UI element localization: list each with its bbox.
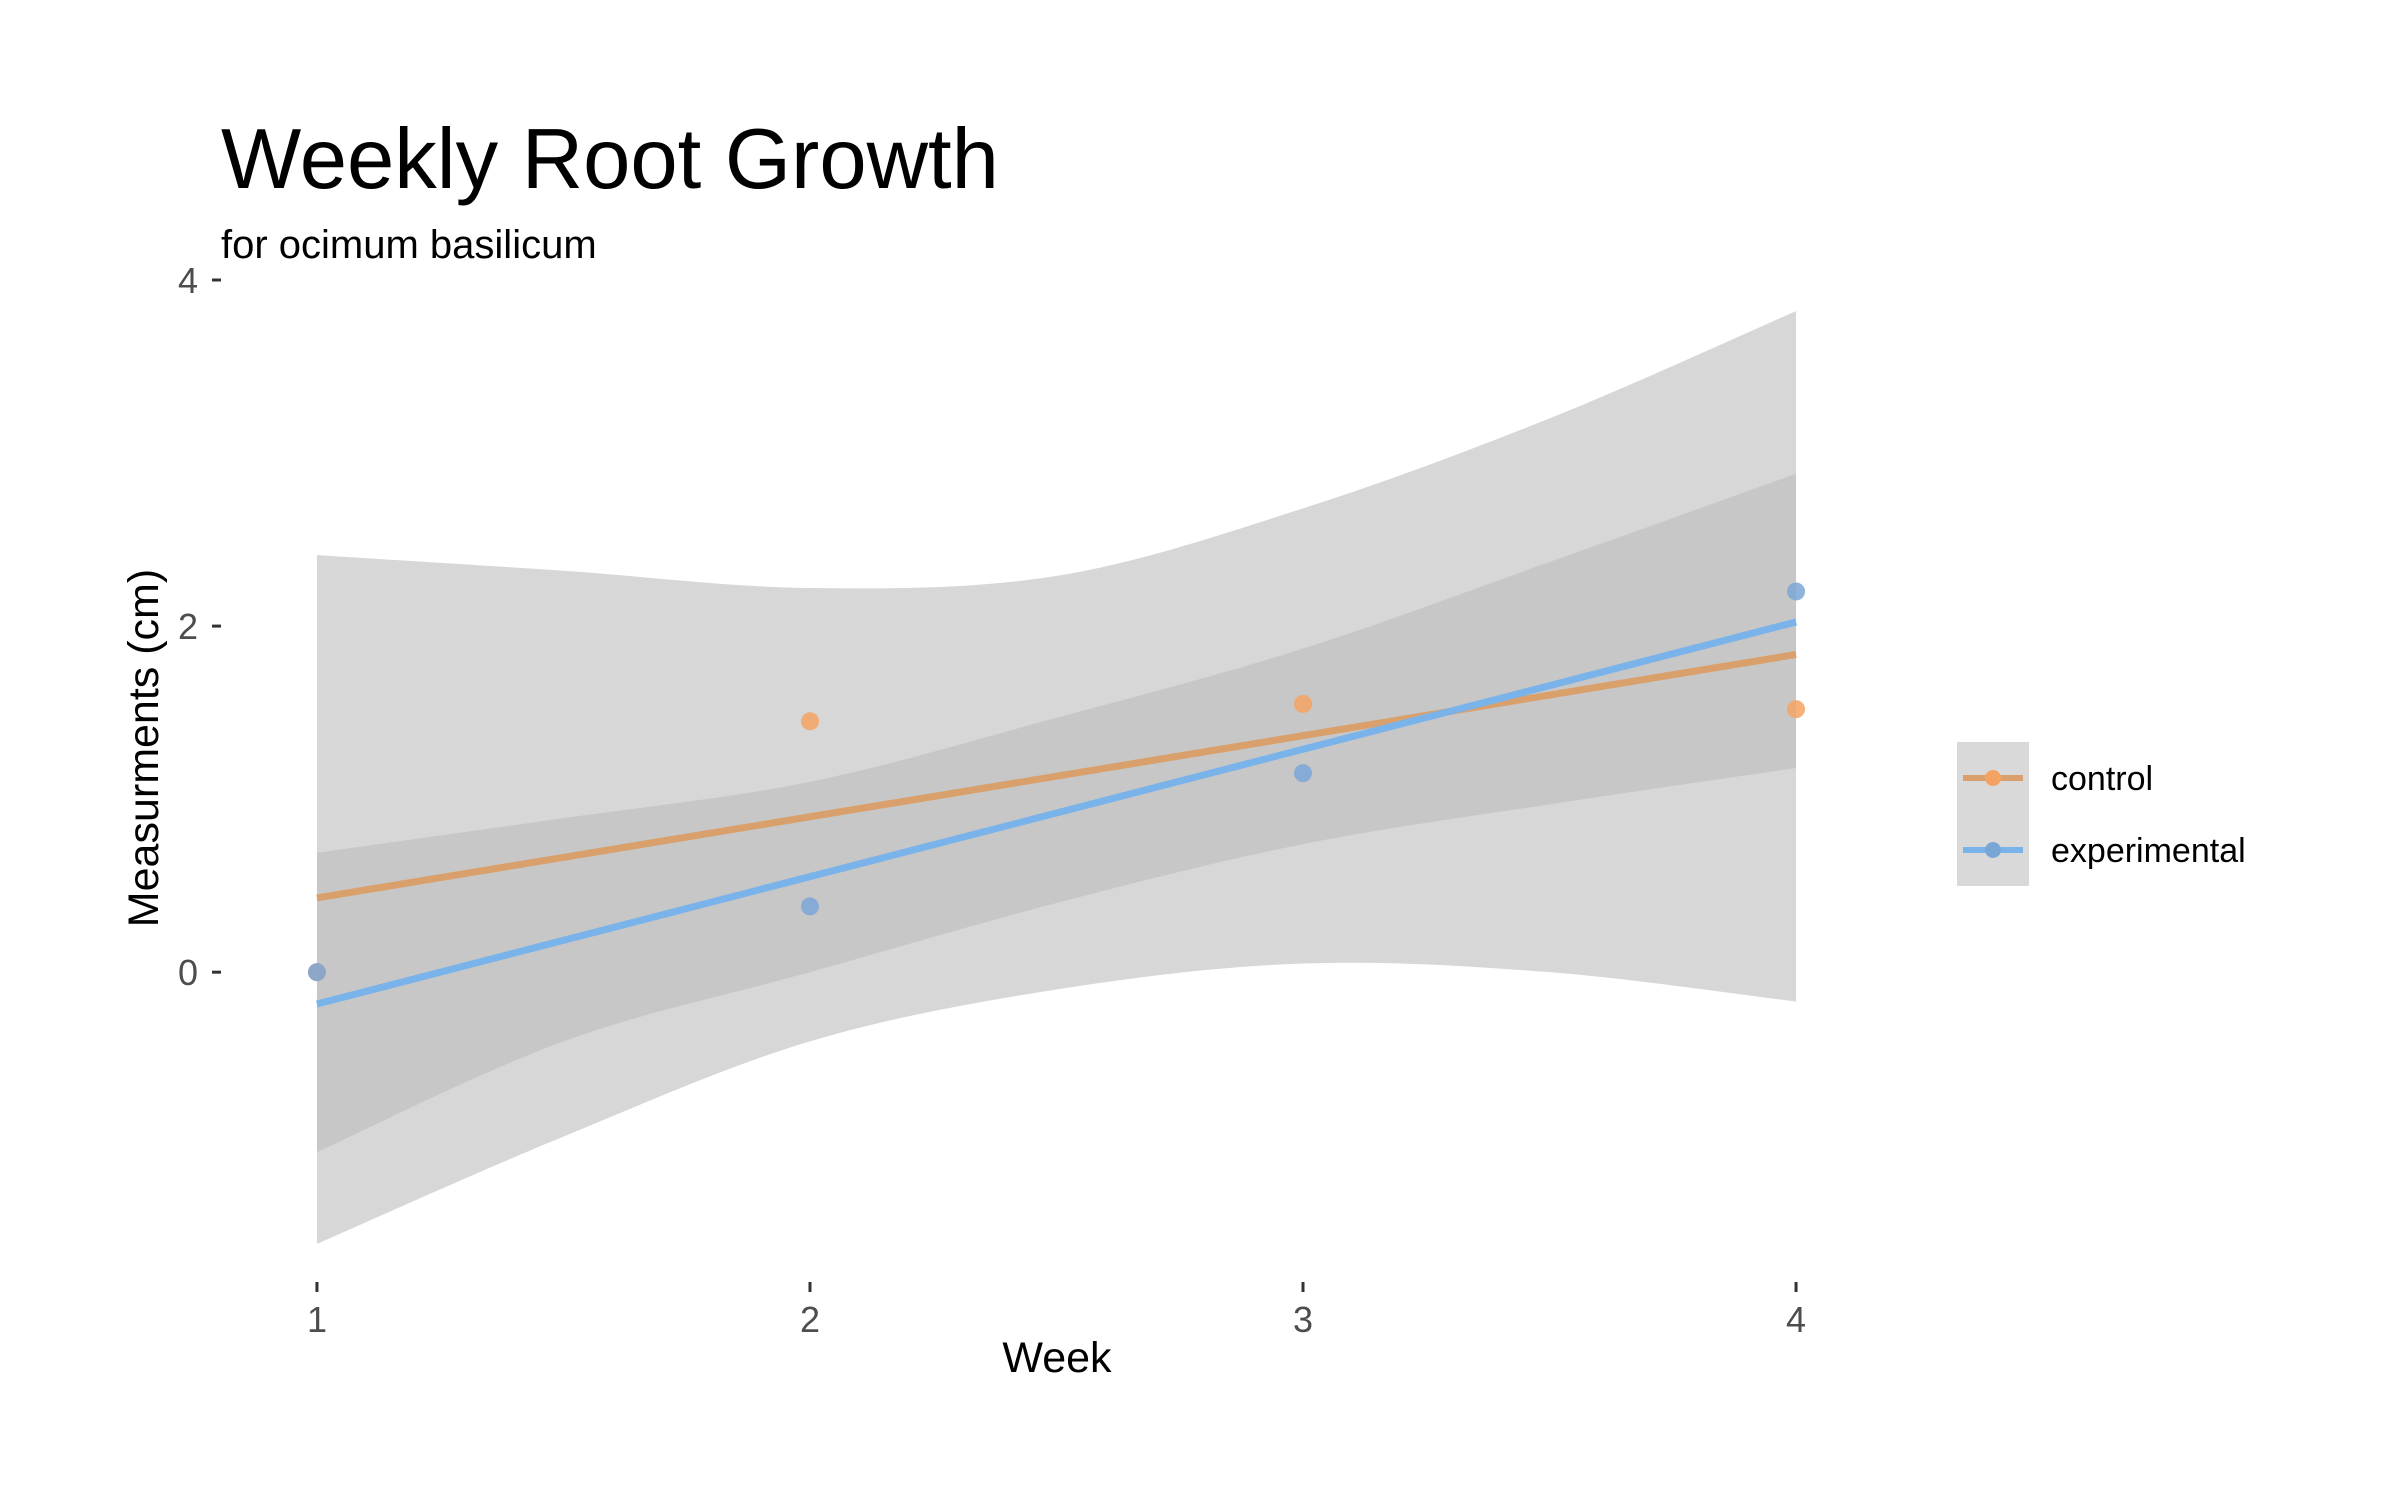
- y-tick-label-0: 0: [178, 952, 198, 993]
- legend-label-control: control: [2051, 760, 2153, 798]
- point-control-3: [1294, 694, 1313, 713]
- data-points: [307, 582, 1806, 982]
- chart-title: Weekly Root Growth: [221, 112, 999, 207]
- legend-key-point-control: [1985, 770, 2001, 786]
- legend-key-point-experimental: [1985, 842, 2001, 858]
- x-tick-label-3: 3: [1293, 1299, 1313, 1340]
- point-experimental-4: [1787, 582, 1806, 601]
- y-tick-label-2: 2: [178, 606, 198, 647]
- y-tick-label-4: 4: [178, 260, 198, 301]
- x-tick-label-1: 1: [307, 1299, 327, 1340]
- x-tick-label-4: 4: [1786, 1299, 1806, 1340]
- legend: control experimental: [1957, 742, 2246, 886]
- x-tick-label-2: 2: [800, 1299, 820, 1340]
- x-axis: 1 2 3 4: [307, 1282, 1806, 1340]
- y-axis-title: Measurments (cm): [120, 569, 168, 927]
- y-axis: 0 2 4: [178, 260, 221, 993]
- fit-line-experimental: [316, 618, 1797, 1008]
- chart-subtitle: for ocimum basilicum: [221, 223, 597, 267]
- point-control-4: [1787, 700, 1806, 719]
- point-control-2: [800, 712, 819, 731]
- fit-lines: [316, 618, 1797, 1008]
- point-experimental-3: [1294, 764, 1313, 783]
- point-experimental-2: [800, 897, 819, 916]
- fit-line-control: [316, 651, 1797, 902]
- point-experimental-1: [307, 963, 326, 982]
- x-axis-title: Week: [1002, 1334, 1112, 1382]
- legend-label-experimental: experimental: [2051, 832, 2246, 870]
